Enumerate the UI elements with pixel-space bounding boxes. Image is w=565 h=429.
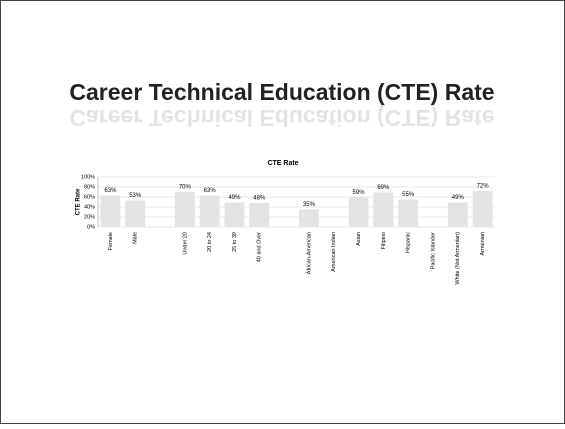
value-label: 48%	[253, 196, 266, 202]
bar	[100, 195, 121, 227]
bar	[348, 197, 369, 227]
x-tick-label: Asian	[356, 232, 362, 246]
bar	[298, 209, 319, 227]
value-label: 53%	[129, 193, 142, 199]
x-tick-label: Male	[133, 232, 139, 244]
y-tick-label: 100%	[81, 174, 95, 180]
value-label: 59%	[353, 190, 366, 196]
value-label: 69%	[377, 185, 390, 191]
x-tick-label: Pacific Islander	[430, 232, 436, 269]
bar	[447, 202, 468, 227]
bar	[174, 192, 195, 227]
bar	[199, 195, 220, 227]
bar	[373, 192, 394, 227]
x-tick-label: Hispanic	[406, 232, 412, 253]
y-tick-label: 80%	[84, 184, 95, 190]
value-label: 63%	[204, 188, 217, 194]
bar	[398, 199, 419, 227]
x-tick-label: Filipino	[381, 232, 387, 249]
x-tick-label: Under 20	[182, 232, 188, 255]
y-tick-label: 20%	[84, 214, 95, 220]
title-reflection-text: Career Technical Education (CTE) Rate	[69, 105, 494, 131]
x-tick-label: Female	[108, 232, 114, 250]
x-tick-label: African-American	[306, 232, 312, 274]
slide-title: Career Technical Education (CTE) Rate	[69, 79, 494, 105]
x-tick-label: 25 to 39	[232, 232, 238, 252]
bar	[125, 200, 146, 227]
x-tick-label: American Indian	[331, 232, 337, 272]
x-tick-label: White (Not Armenian)	[455, 232, 461, 285]
x-tick-label: Armenian	[480, 232, 486, 256]
x-tick-label: 40 and Over	[257, 232, 263, 262]
bar	[249, 203, 270, 227]
y-tick-label: 40%	[84, 204, 95, 210]
bar	[472, 191, 493, 227]
value-label: 72%	[477, 184, 490, 190]
value-label: 49%	[228, 195, 241, 201]
y-axis-label: CTE Rate	[76, 188, 82, 215]
chart-title: CTE Rate	[267, 160, 298, 167]
bar	[224, 202, 245, 227]
value-label: 70%	[179, 185, 192, 191]
value-label: 63%	[104, 188, 117, 194]
x-tick-label: 20 to 24	[207, 232, 213, 252]
y-tick-label: 60%	[84, 194, 95, 200]
value-label: 35%	[303, 202, 316, 208]
value-label: 55%	[402, 192, 415, 198]
title-reflection: Career Technical Education (CTE) Rate	[69, 105, 494, 131]
value-label: 49%	[452, 195, 465, 201]
y-tick-label: 0%	[87, 224, 95, 230]
